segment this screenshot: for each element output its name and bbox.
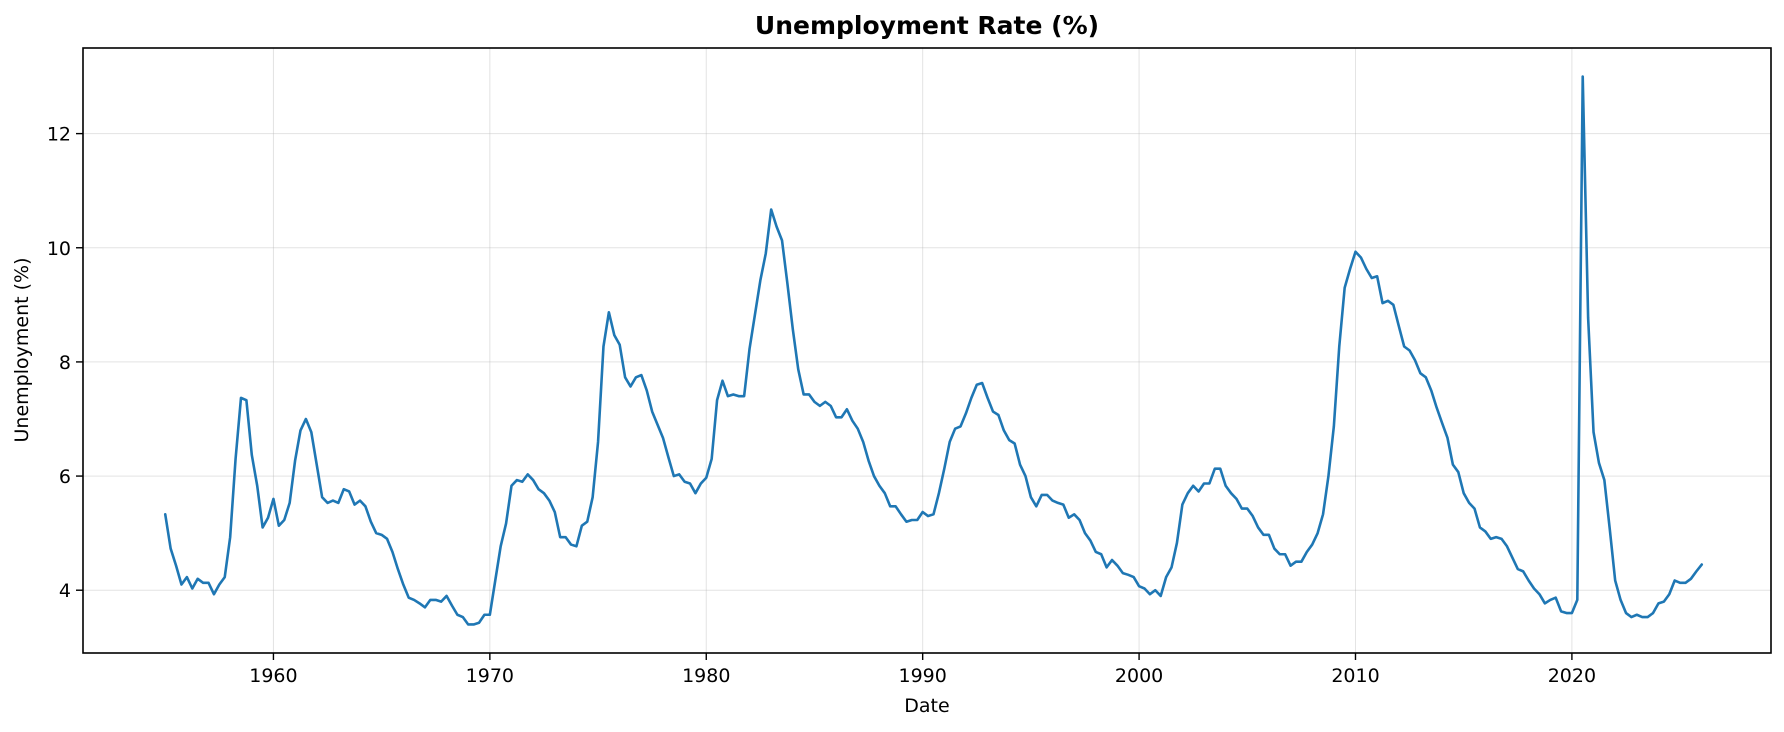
x-tick-label: 1960 bbox=[249, 665, 297, 687]
y-tick-label: 8 bbox=[59, 352, 71, 374]
x-axis-label: Date bbox=[904, 695, 949, 717]
y-tick-label: 10 bbox=[47, 238, 71, 260]
y-axis-ticks: 4 6 8 10 12 bbox=[47, 124, 83, 602]
chart-title: Unemployment Rate (%) bbox=[755, 11, 1099, 40]
plot-frame bbox=[82, 47, 1772, 654]
y-gridlines bbox=[83, 133, 1771, 591]
y-tick-label: 12 bbox=[47, 124, 71, 146]
y-tick-label: 4 bbox=[59, 580, 71, 602]
x-tick-label: 1990 bbox=[898, 665, 946, 687]
x-tick-label: 2010 bbox=[1331, 665, 1379, 687]
x-tick-label: 2000 bbox=[1115, 665, 1163, 687]
y-tick-label: 6 bbox=[59, 466, 71, 488]
x-axis-ticks: 1960 1970 1980 1990 2000 2010 2020 bbox=[249, 653, 1596, 687]
y-axis-label: Unemployment (%) bbox=[11, 258, 33, 443]
x-tick-label: 2020 bbox=[1548, 665, 1596, 687]
x-gridlines bbox=[272, 48, 1573, 653]
x-tick-label: 1980 bbox=[682, 665, 730, 687]
x-tick-label: 1970 bbox=[466, 665, 514, 687]
unemployment-series-line bbox=[163, 75, 1704, 626]
